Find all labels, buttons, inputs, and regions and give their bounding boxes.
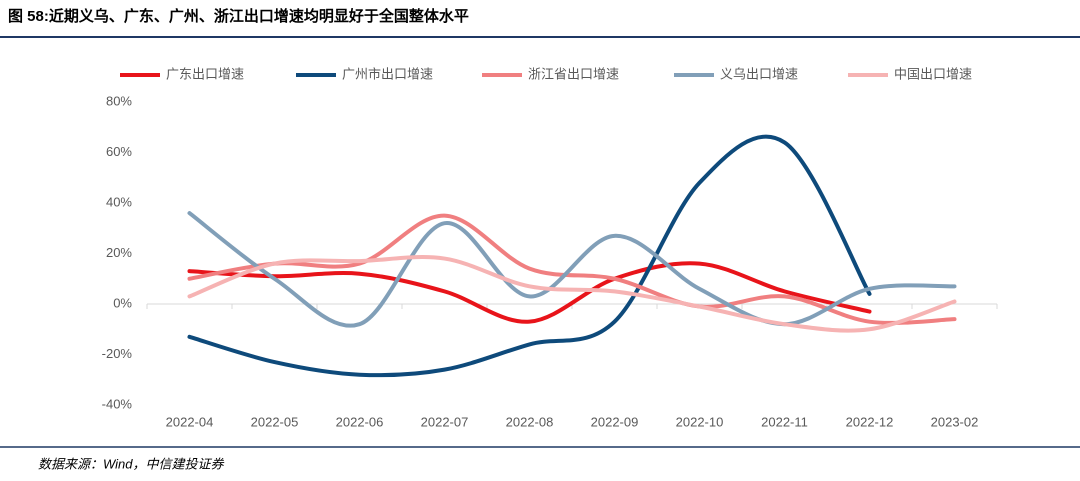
- x-tick-label: 2022-10: [676, 414, 724, 429]
- legend-label: 浙江省出口增速: [528, 66, 619, 81]
- y-tick-label: 40%: [106, 194, 132, 209]
- y-tick-label: 80%: [106, 93, 132, 108]
- series-line: [187, 255, 957, 333]
- x-tick-label: 2022-07: [421, 414, 469, 429]
- source-note: 数据来源：Wind，中信建投证券: [38, 456, 225, 471]
- chart-title: 图 58:近期义乌、广东、广州、浙江出口增速均明显好于全国整体水平: [8, 7, 469, 25]
- x-tick-label: 2022-08: [506, 414, 554, 429]
- y-tick-label: -40%: [102, 396, 133, 411]
- legend-label: 广州市出口增速: [342, 66, 433, 81]
- x-tick-label: 2022-04: [166, 414, 214, 429]
- x-tick-label: 2022-06: [336, 414, 384, 429]
- y-tick-label: 60%: [106, 144, 132, 159]
- legend-label: 义乌出口增速: [720, 66, 798, 81]
- x-tick-label: 2022-05: [251, 414, 299, 429]
- x-tick-label: 2022-09: [591, 414, 639, 429]
- y-tick-label: 20%: [106, 245, 132, 260]
- series-line: [187, 261, 872, 324]
- y-tick-label: 0%: [113, 295, 132, 310]
- y-tick-label: -20%: [102, 346, 133, 361]
- x-tick-label: 2022-11: [761, 414, 808, 429]
- legend-label: 中国出口增速: [894, 66, 972, 81]
- series-line: [187, 134, 872, 378]
- x-tick-label: 2023-02: [931, 414, 979, 429]
- x-tick-label: 2022-12: [846, 414, 894, 429]
- legend-label: 广东出口增速: [166, 66, 244, 81]
